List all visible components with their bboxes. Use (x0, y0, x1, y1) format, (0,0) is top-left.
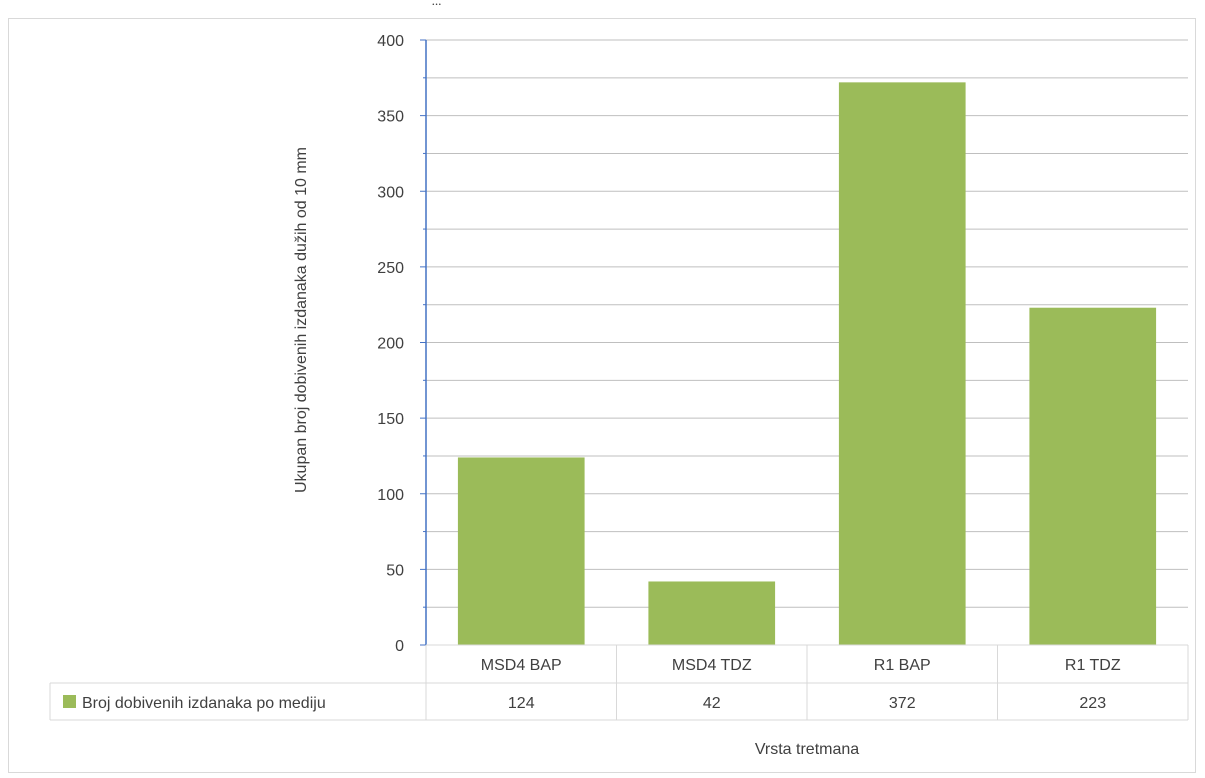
bar (457, 457, 585, 645)
y-tick-label: 200 (377, 336, 404, 353)
legend-swatch (63, 695, 76, 708)
caption-text: ... (432, 0, 442, 8)
legend-label: Broj dobivenih izdanaka po mediju (82, 695, 326, 712)
y-tick-label: 300 (377, 184, 404, 201)
y-tick-label: 100 (377, 487, 404, 504)
data-label: 223 (1079, 695, 1106, 712)
y-tick-label: 150 (377, 411, 404, 428)
x-tick-label: R1 TDZ (1065, 657, 1121, 674)
y-tick-label: 350 (377, 109, 404, 126)
bars (457, 82, 1157, 646)
axes (420, 39, 427, 646)
gridlines (426, 39, 1188, 608)
y-axis-label: Ukupan broj dobivenih izdanaka dužih od … (293, 147, 310, 493)
y-tick-label: 50 (386, 562, 404, 579)
x-tick-label: MSD4 BAP (481, 657, 562, 674)
data-label: 124 (508, 695, 535, 712)
y-tick-label: 0 (395, 638, 404, 655)
top-caption: ... (0, 0, 1205, 14)
x-tick-label: R1 BAP (874, 657, 931, 674)
y-tick-label: 250 (377, 260, 404, 277)
bar (1029, 307, 1157, 645)
data-label: 372 (889, 695, 916, 712)
y-tick-labels: 0 50 100 150 200 250 300 350 400 (377, 33, 404, 655)
x-axis-label: Vrsta tretmana (755, 741, 859, 758)
data-label: 42 (703, 695, 721, 712)
data-table: MSD4 BAP 124 MSD4 TDZ 42 R1 BAP 372 R1 TDZ 223 B… (49, 644, 1189, 721)
y-tick-label: 400 (377, 33, 404, 50)
bar (648, 581, 776, 645)
bar (838, 82, 966, 646)
x-tick-label: MSD4 TDZ (672, 657, 752, 674)
chart-frame (8, 18, 1196, 773)
